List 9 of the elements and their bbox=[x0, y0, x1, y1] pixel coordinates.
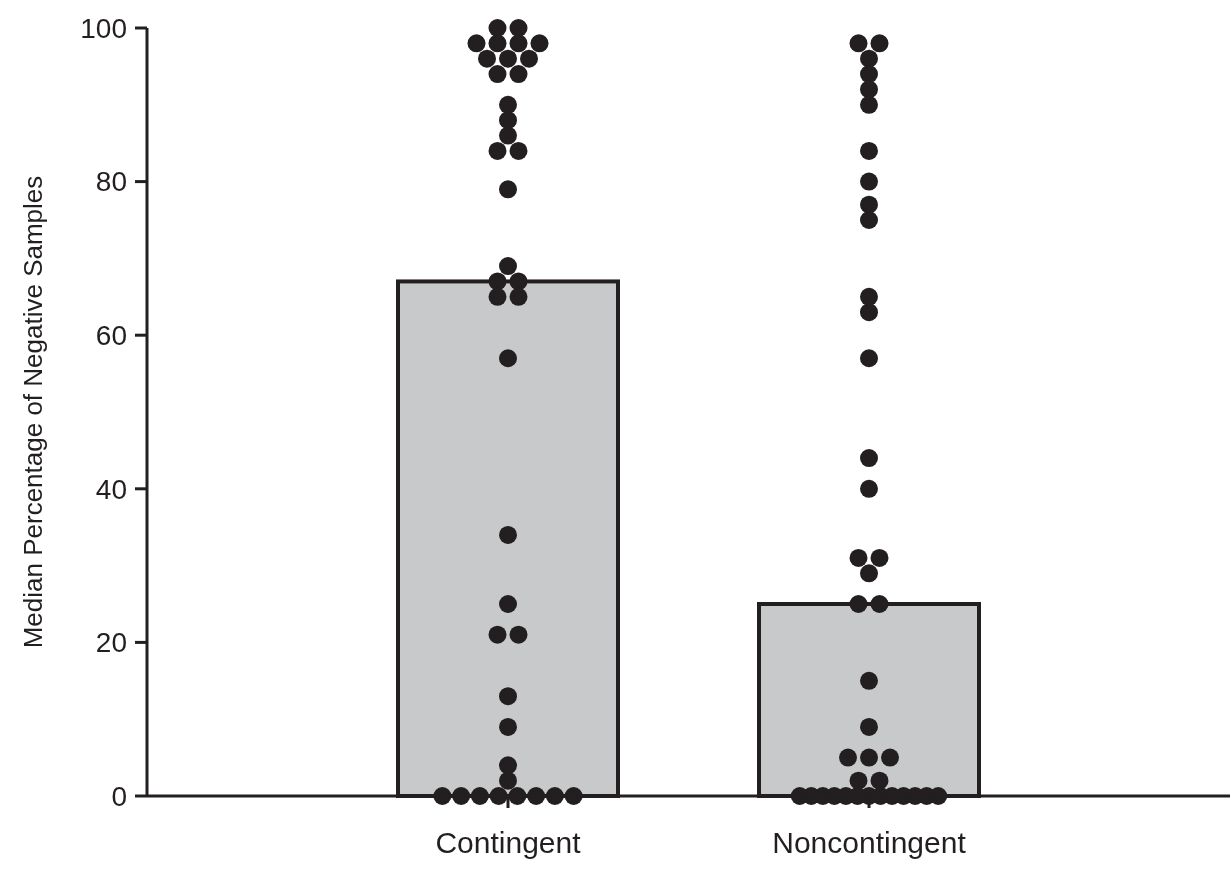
x-tick-label: Noncontingent bbox=[772, 826, 967, 859]
y-tick-label: 20 bbox=[95, 627, 127, 659]
x-tick-label: Contingent bbox=[435, 826, 582, 859]
y-tick-label: 0 bbox=[111, 780, 127, 812]
y-tick-label: 100 bbox=[80, 12, 127, 44]
y-tick-label: 80 bbox=[95, 166, 127, 198]
y-axis-title: Median Percentage of Negative Samples bbox=[18, 175, 48, 649]
y-tick-label: 40 bbox=[95, 473, 127, 505]
y-tick-label: 60 bbox=[95, 320, 127, 351]
